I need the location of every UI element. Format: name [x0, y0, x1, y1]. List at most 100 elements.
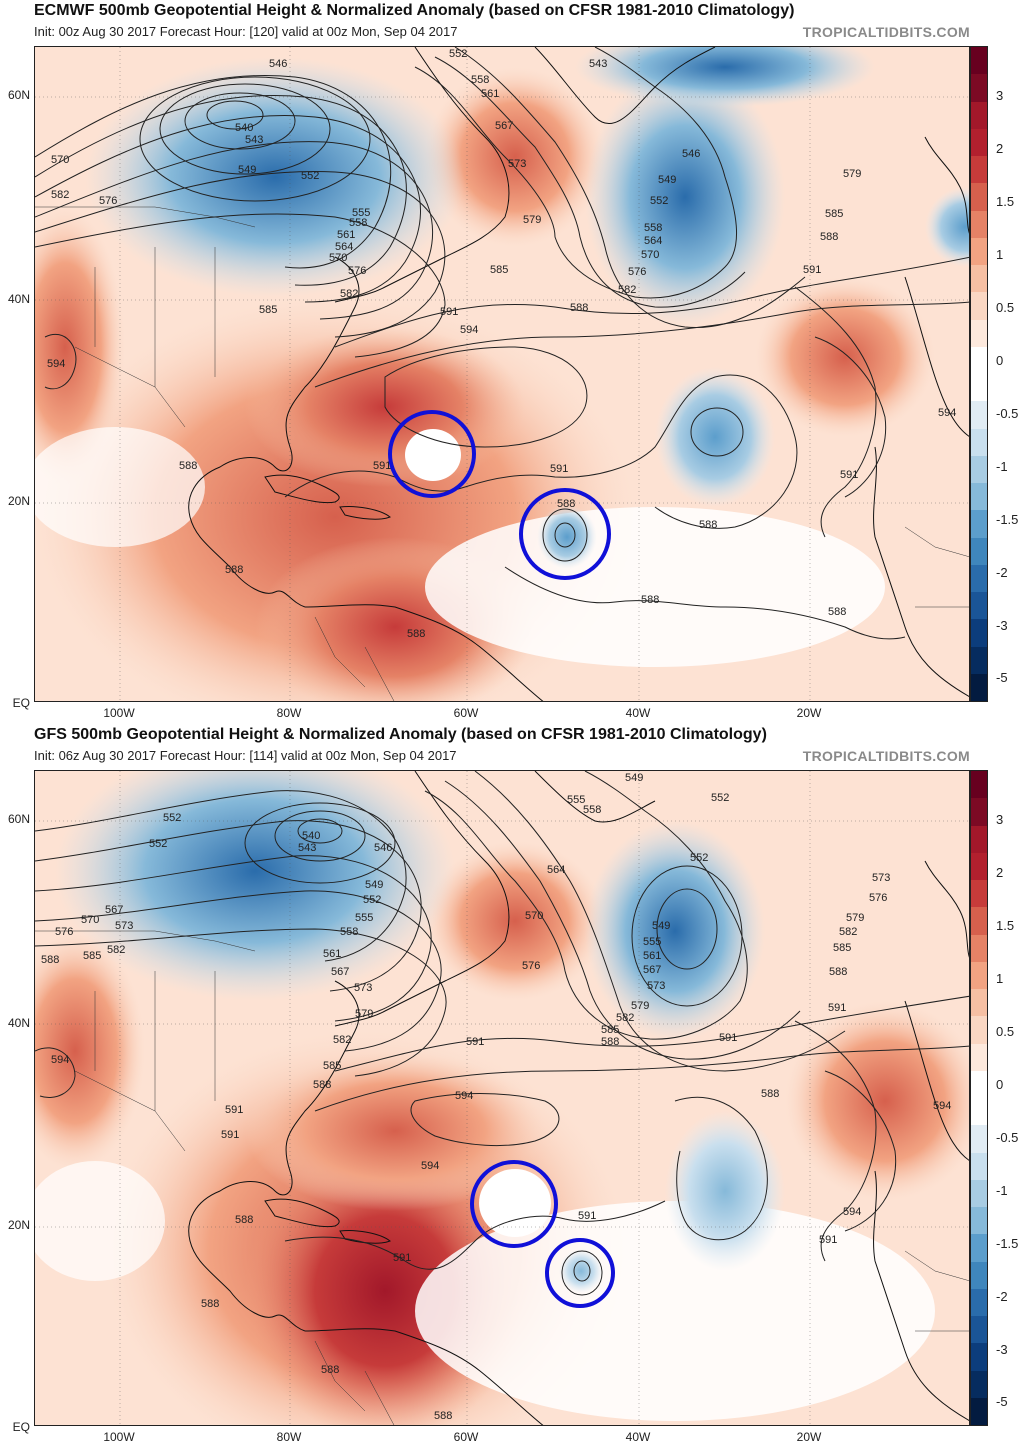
colorbar-segment — [971, 825, 987, 853]
height-label: 585 — [83, 950, 101, 962]
height-label: 576 — [869, 892, 887, 904]
colorbar-segment — [971, 673, 987, 701]
height-label: 567 — [105, 904, 123, 916]
colorbar-segment — [971, 428, 987, 456]
colorbar-segment — [971, 646, 987, 674]
gfs-colorbar — [970, 770, 988, 1426]
ecmwf-coastlines — [188, 47, 969, 701]
height-label: 591 — [393, 1252, 411, 1264]
height-label: 540 — [302, 830, 320, 842]
colorbar-segment — [971, 592, 987, 620]
colorbar-segment — [971, 1125, 987, 1153]
colorbar-segment — [971, 619, 987, 647]
height-label: 585 — [323, 1060, 341, 1072]
colorbar-segment — [971, 1098, 987, 1126]
colorbar-segment — [971, 880, 987, 908]
ecmwf-warm-region-iberia — [755, 277, 935, 437]
ecmwf-cool-low-east-atlantic — [655, 367, 775, 507]
colorbar-segment — [971, 1179, 987, 1207]
colorbar-tick-label: 0.5 — [996, 300, 1015, 315]
height-label: 552 — [711, 792, 729, 804]
ecmwf-lon-20w: 20W — [796, 706, 822, 720]
height-label: 591 — [550, 463, 568, 475]
ecmwf-lat-eq: EQ — [12, 696, 30, 710]
height-label: 588 — [434, 1410, 452, 1422]
colorbar-segment — [971, 1370, 987, 1398]
height-label: 573 — [508, 158, 526, 170]
height-label: 555 — [643, 936, 661, 948]
height-label: 585 — [601, 1024, 619, 1036]
height-label: 591 — [719, 1032, 737, 1044]
height-label: 549 — [625, 772, 643, 784]
gfs-lat-20n: 20N — [7, 1218, 30, 1232]
colorbar-tick-label: -0.5 — [996, 1130, 1019, 1145]
height-label: 594 — [421, 1160, 439, 1172]
height-label: 576 — [99, 195, 117, 207]
height-label: 588 — [641, 594, 659, 606]
height-label: 594 — [51, 1054, 69, 1066]
height-label: 591 — [440, 306, 458, 318]
height-label: 594 — [843, 1206, 861, 1218]
colorbar-tick-label: 1.5 — [996, 918, 1015, 933]
colorbar-tick-label: -1.5 — [996, 512, 1019, 527]
height-label: 594 — [933, 1100, 951, 1112]
height-label: 588 — [828, 606, 846, 618]
height-label: 552 — [690, 852, 708, 864]
colorbar-segment — [971, 564, 987, 592]
height-label: 543 — [298, 842, 316, 854]
ecmwf-lon-60w: 60W — [453, 706, 479, 720]
ecmwf-cool-trough-atlantic — [585, 67, 785, 327]
height-label: 549 — [238, 164, 256, 176]
height-label: 579 — [846, 912, 864, 924]
colorbar-segment — [971, 961, 987, 989]
height-label: 540 — [235, 122, 253, 134]
height-label: 564 — [547, 864, 565, 876]
colorbar-segment — [971, 852, 987, 880]
ecmwf-lat-20n: 20N — [7, 494, 30, 508]
height-label: 582 — [107, 944, 125, 956]
height-label: 573 — [115, 920, 133, 932]
height-label: 576 — [348, 265, 366, 277]
colorbar-tick-label: -0.5 — [996, 406, 1019, 421]
gfs-lon-40w: 40W — [625, 1430, 651, 1444]
highlight-circle — [470, 1160, 558, 1248]
colorbar-segment — [971, 1043, 987, 1071]
colorbar-segment — [971, 989, 987, 1017]
gfs-title: GFS 500mb Geopotential Height & Normaliz… — [34, 726, 767, 743]
colorbar-segment — [971, 1152, 987, 1180]
colorbar-segment — [971, 771, 987, 799]
height-label: 546 — [374, 842, 392, 854]
colorbar-segment — [971, 1207, 987, 1235]
gfs-neutral-region-atlantic — [415, 1201, 935, 1421]
height-label: 555 — [355, 912, 373, 924]
height-label: 588 — [179, 460, 197, 472]
colorbar-tick-label: -2 — [996, 565, 1008, 580]
ecmwf-colorbar — [970, 46, 988, 702]
colorbar-segment — [971, 1343, 987, 1371]
height-label: 561 — [323, 948, 341, 960]
height-label: 561 — [481, 88, 499, 100]
height-label: 582 — [333, 1034, 351, 1046]
height-label: 573 — [872, 872, 890, 884]
highlight-circle — [388, 410, 476, 498]
colorbar-tick-label: 1.5 — [996, 194, 1015, 209]
colorbar-segment — [971, 47, 987, 75]
height-label: 585 — [259, 304, 277, 316]
height-label: 591 — [840, 469, 858, 481]
height-label: 570 — [81, 914, 99, 926]
colorbar-tick-label: 1 — [996, 971, 1004, 986]
height-label: 567 — [495, 120, 513, 132]
height-label: 594 — [455, 1090, 473, 1102]
colorbar-tick-label: 0 — [996, 353, 1004, 368]
height-label: 543 — [589, 58, 607, 70]
ecmwf-lon-40w: 40W — [625, 706, 651, 720]
height-label: 588 — [321, 1364, 339, 1376]
ecmwf-map: 546 540 543 549 552 555 558 561 564 570 576 582 570 5… — [34, 46, 970, 702]
height-label: 564 — [335, 241, 353, 253]
gfs-warm-region-west — [35, 931, 145, 1171]
gfs-borders — [35, 930, 969, 1425]
ecmwf-credit: TROPICALTIDBITS.COM — [802, 24, 970, 40]
colorbar-tick-label: 2 — [996, 141, 1004, 156]
